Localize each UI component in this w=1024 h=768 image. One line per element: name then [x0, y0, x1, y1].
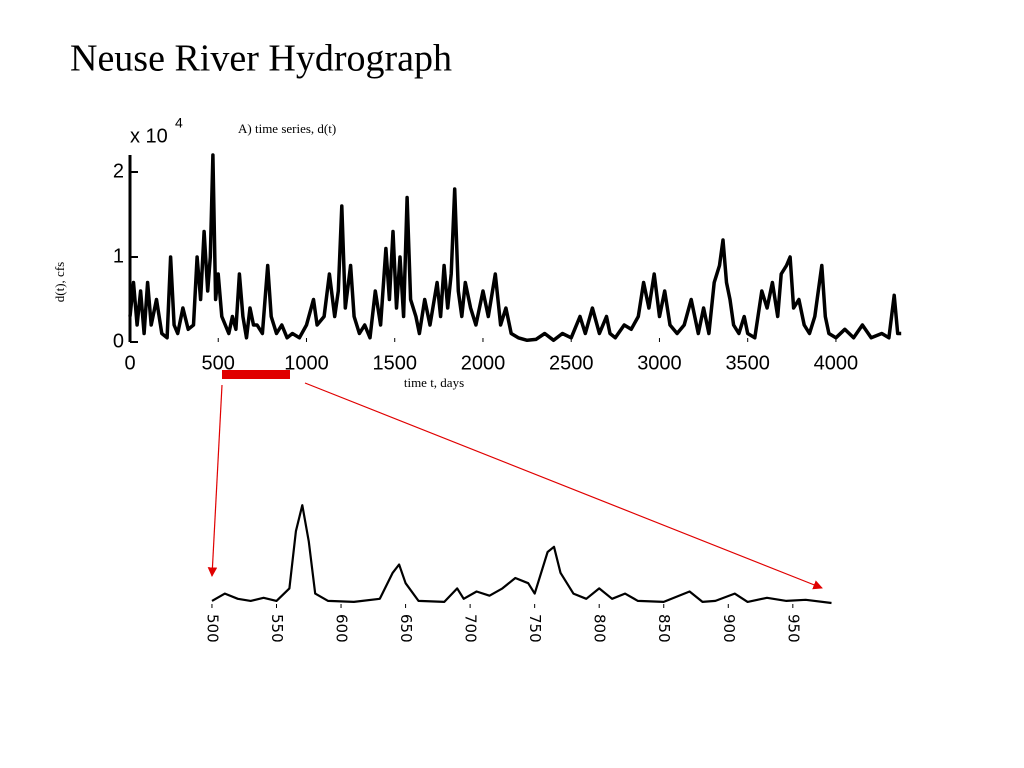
- x-tick-label: 3000: [637, 352, 682, 374]
- x-tick-label: 0: [124, 352, 135, 374]
- x-tick-label: 750: [526, 614, 544, 643]
- x-tick-label: 900: [720, 614, 738, 643]
- x-axis-label: time t, days: [404, 375, 464, 390]
- slide-title: Neuse River Hydrograph: [70, 38, 452, 80]
- x-tick-label: 550: [268, 614, 286, 643]
- y-scale-exponent: 4: [175, 115, 183, 131]
- x-tick-label: 4000: [814, 352, 859, 374]
- chart-title: A) time series, d(t): [238, 121, 336, 136]
- x-tick-label: 3500: [725, 352, 770, 374]
- zoom-range-marker: [222, 370, 290, 379]
- x-tick-label: 950: [784, 614, 802, 643]
- x-tick-label: 800: [591, 614, 609, 643]
- y-tick-label: 1: [113, 245, 124, 267]
- zoom-arrow: [304, 382, 823, 590]
- data-line: [211, 504, 832, 605]
- x-tick-label: 700: [462, 614, 480, 643]
- x-tick-label: 1000: [284, 352, 329, 374]
- y-axis-label: d(t), cfs: [52, 262, 67, 302]
- x-tick-label: 2000: [461, 352, 506, 374]
- x-tick-label: 1500: [372, 352, 417, 374]
- x-tick-label: 500: [202, 352, 235, 374]
- y-scale-label: x 10: [130, 125, 168, 147]
- x-tick-label: 500: [203, 614, 221, 643]
- zoom-arrow: [207, 384, 223, 577]
- x-tick-label: 2500: [549, 352, 594, 374]
- x-tick-label: 650: [397, 614, 415, 643]
- data-line: [128, 153, 902, 343]
- y-tick-label: 2: [113, 160, 124, 182]
- y-tick-label: 0: [113, 330, 124, 352]
- x-tick-label: 850: [655, 614, 673, 643]
- x-tick-label: 600: [333, 614, 351, 643]
